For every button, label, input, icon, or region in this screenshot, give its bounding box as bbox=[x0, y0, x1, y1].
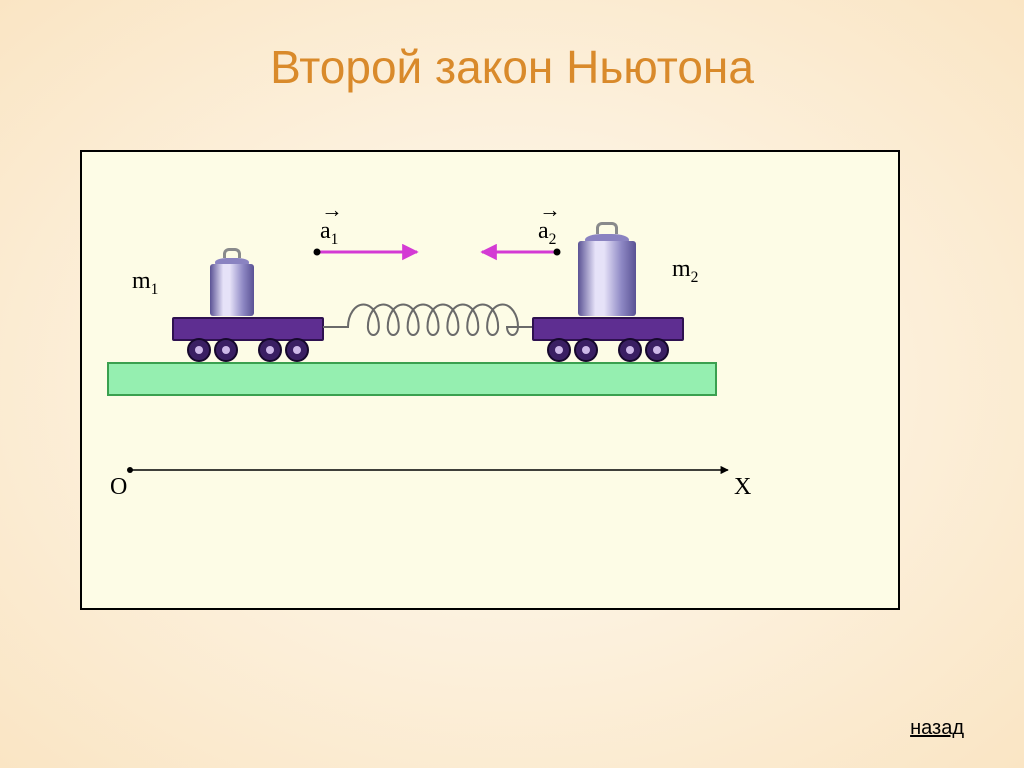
wheel-icon bbox=[285, 338, 309, 362]
weight-m2 bbox=[578, 234, 636, 316]
slide: Второй закон Ньютона m1 m2 a→1 a→2 O X н… bbox=[0, 0, 1024, 768]
diagram-frame: m1 m2 a→1 a→2 O X bbox=[80, 150, 900, 610]
wheel-icon bbox=[187, 338, 211, 362]
weight-handle-icon bbox=[596, 222, 618, 234]
wheel-icon bbox=[547, 338, 571, 362]
weight-body-icon bbox=[210, 264, 254, 317]
label-a2: a→2 bbox=[538, 218, 556, 249]
wheel-icon bbox=[574, 338, 598, 362]
axis-origin-dot-icon bbox=[127, 467, 133, 473]
wheel-icon bbox=[214, 338, 238, 362]
weight-body-icon bbox=[578, 241, 636, 316]
back-link[interactable]: назад bbox=[910, 717, 964, 740]
wheel-icon bbox=[258, 338, 282, 362]
label-m2: m2 bbox=[672, 256, 698, 287]
weight-handle-icon bbox=[223, 248, 241, 258]
wheel-icon bbox=[645, 338, 669, 362]
wheel-icon bbox=[618, 338, 642, 362]
spring-icon bbox=[323, 305, 532, 335]
vector-origin-dot-icon bbox=[554, 249, 561, 256]
cart-body bbox=[172, 317, 324, 341]
weight-m1 bbox=[210, 258, 254, 316]
label-origin: O bbox=[110, 474, 127, 501]
cart-body bbox=[532, 317, 684, 341]
label-axis-x: X bbox=[734, 474, 751, 501]
track bbox=[107, 362, 717, 396]
page-title: Второй закон Ньютона bbox=[0, 40, 1024, 94]
label-m1: m1 bbox=[132, 268, 158, 299]
vector-origin-dot-icon bbox=[314, 249, 321, 256]
label-a1: a→1 bbox=[320, 218, 338, 249]
